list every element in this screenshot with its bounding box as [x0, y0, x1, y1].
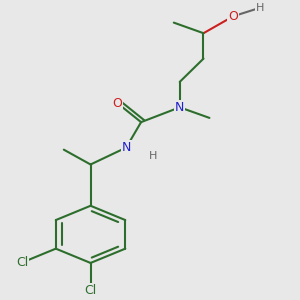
Text: O: O [228, 10, 238, 23]
Text: Cl: Cl [16, 256, 28, 269]
Text: N: N [122, 141, 131, 154]
Text: N: N [175, 101, 184, 114]
Text: Cl: Cl [84, 284, 97, 297]
Text: O: O [112, 97, 122, 110]
Text: H: H [149, 151, 157, 161]
Text: H: H [256, 3, 264, 13]
